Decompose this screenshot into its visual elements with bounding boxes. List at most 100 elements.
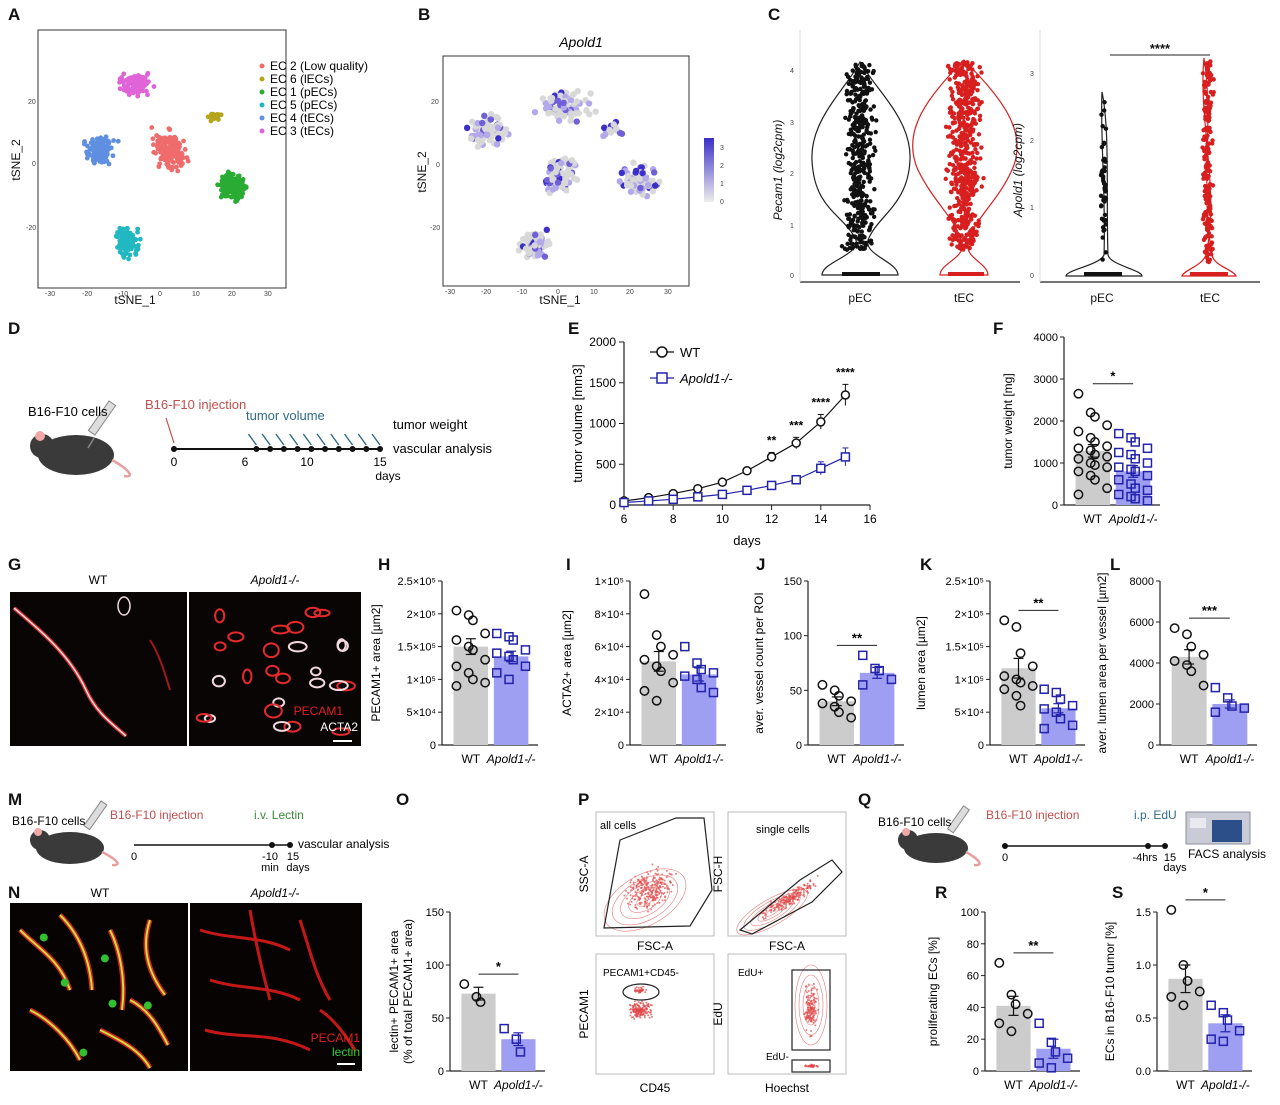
violin-point: [856, 166, 862, 172]
violin-point: [856, 94, 861, 99]
facs-event: [645, 1001, 648, 1004]
violin-point: [975, 88, 980, 93]
violin-point: [868, 199, 873, 204]
violin-point: [1206, 197, 1212, 203]
panel-label-l: L: [1110, 555, 1120, 574]
facs-event: [642, 1004, 645, 1007]
y-tick-label: 0: [1148, 740, 1154, 752]
panel-p-g3-y: PECAM1: [577, 989, 591, 1039]
violin-point: [858, 154, 863, 159]
facs-event: [643, 889, 646, 892]
panel-q-facs: FACS analysis: [1188, 847, 1266, 861]
data-point-wt: [1011, 621, 1022, 632]
category-label: WT: [1180, 752, 1199, 766]
panel-p-g3-label: PECAM1+CD45-: [603, 968, 679, 979]
violin-point: [852, 234, 858, 240]
panel-q-injection: B16-F10 injection: [986, 808, 1079, 822]
violin-point: [950, 237, 956, 243]
y-axis-label: ECs in B16-F10 tumor [%]: [1103, 922, 1117, 1061]
violin-point: [965, 60, 970, 65]
violin-point: [867, 137, 873, 142]
tsne-point: [468, 118, 476, 125]
facs-event: [630, 1011, 633, 1014]
facs-event: [629, 903, 632, 906]
y-axis-label: aver. lumen area per vessel [µm2]: [1095, 573, 1109, 754]
y-tick-label: 150: [426, 907, 444, 919]
tsne-point: [163, 136, 169, 142]
facs-event: [810, 1017, 813, 1020]
tsne-point: [159, 155, 164, 161]
panel-b-xtick: -10: [517, 289, 527, 296]
panel-p-g1-x: FSC-A: [637, 939, 673, 953]
vessel-ring: [227, 631, 245, 643]
violin-point: [862, 246, 867, 251]
panel-b-colorbar: [704, 138, 714, 202]
violin-point: [857, 185, 863, 191]
tsne-point: [600, 124, 608, 131]
facs-event: [816, 1065, 819, 1068]
facs-event: [782, 905, 785, 908]
panel-c-right-ytick: 2: [1030, 138, 1034, 145]
violin-point: [979, 70, 984, 75]
tsne-point: [132, 83, 138, 88]
data-point-ko: [492, 628, 502, 639]
facs-event: [646, 905, 649, 908]
timeline-unit: days: [286, 862, 310, 874]
timeline-tick: 0: [1002, 852, 1008, 864]
data-point-ko: [492, 648, 502, 658]
tsne-point: [121, 71, 127, 77]
facs-event: [634, 1014, 637, 1017]
facs-event: [631, 1004, 634, 1007]
facs-event: [811, 987, 814, 990]
facs-event: [651, 1015, 654, 1018]
violin-point: [1205, 184, 1211, 189]
tsne-point: [627, 188, 635, 195]
violin-point: [1202, 108, 1208, 114]
tsne-point: [171, 140, 177, 146]
panel-f-chart: 0 1000 2000 3000 4000 tumor weight [mg] WT Apol…: [1001, 332, 1160, 526]
facs-contour: [636, 893, 654, 907]
facs-event: [645, 883, 648, 886]
panel-c-left-ytick: 4: [790, 68, 794, 75]
violin-point: [861, 169, 867, 175]
violin-point: [865, 122, 871, 127]
facs-event: [807, 994, 810, 997]
violin-point: [1205, 133, 1210, 138]
category-label: Apold1-/-: [1204, 752, 1254, 766]
panel-a-tsne: -30 -20 -10 0 10 20 30 20 0 -20 tSNE_1 t…: [9, 29, 368, 307]
facs-event: [764, 917, 767, 920]
tsne-point: [226, 172, 232, 178]
panel-g-stain-pecam1: PECAM1: [294, 704, 344, 718]
violin-point: [848, 132, 854, 137]
violin-point: [952, 203, 957, 209]
facs-event: [805, 995, 808, 998]
violin-point: [1206, 71, 1211, 76]
data-point-wt: [846, 712, 857, 723]
tsne-point: [515, 247, 523, 254]
panel-h-chart: 0 5×10⁴ 1×10⁵ 1.5×10⁵ 2×10⁵ 2.5×10⁵ PECAM1+ ar…: [369, 576, 538, 766]
violin-point: [843, 115, 848, 121]
data-point-wt: [1015, 700, 1026, 711]
data-point-ko: [619, 497, 629, 508]
x-tick-label: 10: [716, 512, 730, 526]
tsne-point: [180, 161, 185, 166]
violin-point: [1209, 218, 1214, 224]
violin-point: [947, 125, 952, 130]
data-point-wt: [1006, 1026, 1017, 1037]
violin-point: [852, 80, 857, 85]
y-axis-label: (% of total PECAM1+ area): [401, 919, 415, 1064]
violin-point: [860, 222, 865, 227]
facs-event: [802, 891, 805, 894]
y-axis-label: tumor weight [mg]: [1001, 373, 1015, 468]
timeline-tick: 6: [242, 455, 249, 469]
violin-point: [844, 88, 850, 94]
tsne-point: [555, 117, 563, 124]
legend-entry: EC 6 (lECs): [270, 72, 333, 86]
data-point-ko: [1062, 1053, 1073, 1064]
violin-point: [862, 83, 867, 88]
tsne-point: [552, 105, 559, 113]
data-point-ko: [1142, 470, 1153, 481]
tsne-point: [106, 146, 112, 152]
violin-point: [972, 160, 977, 166]
violin-point: [953, 167, 958, 172]
